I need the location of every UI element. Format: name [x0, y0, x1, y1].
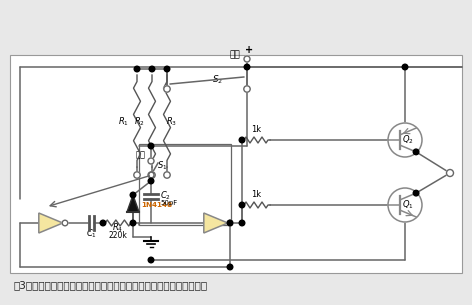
- Polygon shape: [39, 213, 63, 233]
- Circle shape: [148, 158, 154, 164]
- Circle shape: [447, 170, 454, 177]
- Polygon shape: [127, 195, 139, 212]
- Circle shape: [239, 220, 245, 226]
- Circle shape: [148, 172, 154, 178]
- Circle shape: [62, 220, 68, 226]
- Circle shape: [149, 66, 155, 72]
- Circle shape: [388, 188, 422, 222]
- Circle shape: [227, 264, 233, 270]
- Circle shape: [227, 220, 233, 226]
- Circle shape: [134, 66, 140, 72]
- Text: $C_1$: $C_1$: [85, 227, 96, 239]
- Text: $R_4$: $R_4$: [112, 222, 124, 235]
- Text: $Q_2$: $Q_2$: [402, 134, 414, 146]
- Circle shape: [227, 220, 233, 226]
- Text: 220k: 220k: [109, 231, 127, 240]
- Circle shape: [130, 220, 136, 226]
- Text: 1k: 1k: [251, 190, 261, 199]
- Text: 1k: 1k: [251, 125, 261, 134]
- Circle shape: [130, 192, 136, 198]
- Text: 图3，互补双极晶体管对增加了振荡器以及单脉冲发生器的输出电流。: 图3，互补双极晶体管对增加了振荡器以及单脉冲发生器的输出电流。: [14, 280, 208, 290]
- Circle shape: [164, 172, 170, 178]
- Text: $S_1$: $S_1$: [157, 159, 168, 171]
- Circle shape: [134, 172, 140, 178]
- FancyBboxPatch shape: [10, 55, 462, 273]
- Text: $R_1$: $R_1$: [118, 116, 129, 128]
- Text: $R_2$: $R_2$: [134, 116, 145, 128]
- Circle shape: [239, 137, 245, 143]
- Circle shape: [244, 86, 250, 92]
- Circle shape: [413, 190, 419, 196]
- Text: 50pF: 50pF: [160, 200, 177, 206]
- Text: +: +: [245, 45, 253, 55]
- Circle shape: [148, 257, 154, 263]
- Circle shape: [148, 143, 154, 149]
- Circle shape: [164, 66, 170, 72]
- Circle shape: [164, 86, 170, 92]
- Polygon shape: [204, 213, 228, 233]
- Circle shape: [149, 172, 155, 178]
- Circle shape: [244, 56, 250, 62]
- Circle shape: [244, 64, 250, 70]
- Circle shape: [388, 123, 422, 157]
- Text: $C_2$: $C_2$: [160, 189, 171, 202]
- Text: $R_3$: $R_3$: [166, 116, 177, 128]
- Circle shape: [402, 64, 408, 70]
- Text: $S_2$: $S_2$: [212, 73, 223, 85]
- Text: 脉冲: 脉冲: [229, 50, 240, 59]
- Text: $Q_1$: $Q_1$: [402, 199, 414, 211]
- Circle shape: [413, 149, 419, 155]
- Text: 1N4148: 1N4148: [141, 202, 172, 208]
- Text: 单稳: 单稳: [136, 150, 146, 159]
- Circle shape: [100, 220, 106, 226]
- Circle shape: [148, 178, 154, 184]
- Circle shape: [239, 202, 245, 208]
